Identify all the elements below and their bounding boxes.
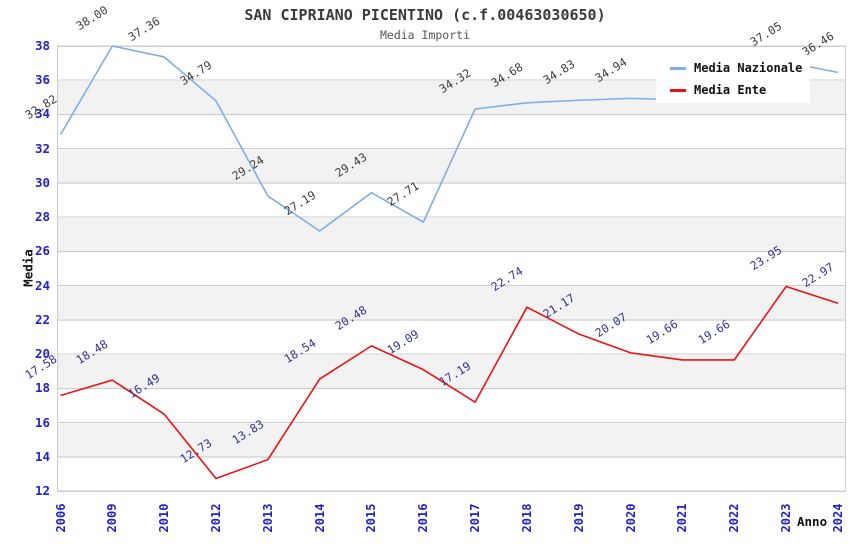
x-tick-label: 2014 bbox=[312, 503, 327, 533]
y-tick-label: 34 bbox=[34, 106, 50, 122]
y-tick-label: 36 bbox=[34, 72, 50, 88]
x-tick-label: 2006 bbox=[53, 503, 68, 533]
y-tick-label: 24 bbox=[34, 277, 50, 293]
y-tick-label: 22 bbox=[34, 311, 50, 327]
x-tick-label: 2017 bbox=[468, 503, 483, 533]
y-axis-title: Media bbox=[20, 249, 36, 287]
y-tick-label: 30 bbox=[34, 174, 50, 190]
chart-subtitle: Media Importi bbox=[379, 28, 470, 42]
x-tick-label: 2015 bbox=[364, 503, 379, 533]
x-tick-label: 2023 bbox=[779, 503, 794, 533]
nazionale-line-swatch-icon bbox=[670, 66, 686, 70]
x-tick-label: 2013 bbox=[260, 503, 275, 533]
legend-label-nazionale: Media Nazionale bbox=[694, 61, 803, 75]
x-tick-label: 2019 bbox=[571, 503, 586, 533]
x-tick-label: 2021 bbox=[675, 503, 690, 533]
x-tick-label: 2022 bbox=[727, 503, 742, 533]
x-tick-label: 2016 bbox=[416, 503, 431, 533]
x-tick-label: 2009 bbox=[105, 503, 120, 533]
x-tick-label: 2012 bbox=[208, 503, 223, 533]
x-tick-label: 2020 bbox=[623, 503, 638, 533]
legend: Media Nazionale Media Ente bbox=[656, 55, 810, 103]
y-tick-label: 26 bbox=[34, 243, 50, 259]
y-tick-label: 32 bbox=[34, 140, 50, 156]
x-tick-label: 2018 bbox=[519, 503, 534, 533]
x-axis-title: Anno bbox=[797, 514, 828, 529]
y-tick-label: 20 bbox=[34, 346, 50, 362]
y-tick-label: 16 bbox=[34, 414, 50, 430]
y-tick-label: 38 bbox=[34, 38, 50, 53]
y-tick-label: 28 bbox=[34, 209, 50, 225]
x-tick-label: 2010 bbox=[157, 503, 172, 533]
y-tick-label: 18 bbox=[34, 380, 50, 396]
legend-label-ente: Media Ente bbox=[694, 83, 767, 97]
y-tick-label: 12 bbox=[34, 483, 50, 498]
legend-item-media-ente: Media Ente bbox=[656, 83, 810, 97]
ente-line-swatch-icon bbox=[670, 88, 686, 92]
chart-title: SAN CIPRIANO PICENTINO (c.f.00463030650) bbox=[244, 6, 606, 24]
plot-area bbox=[57, 46, 846, 492]
y-tick-label: 14 bbox=[34, 448, 50, 464]
legend-item-media-nazionale: Media Nazionale bbox=[656, 61, 810, 75]
x-tick-label: 2024 bbox=[830, 503, 845, 533]
